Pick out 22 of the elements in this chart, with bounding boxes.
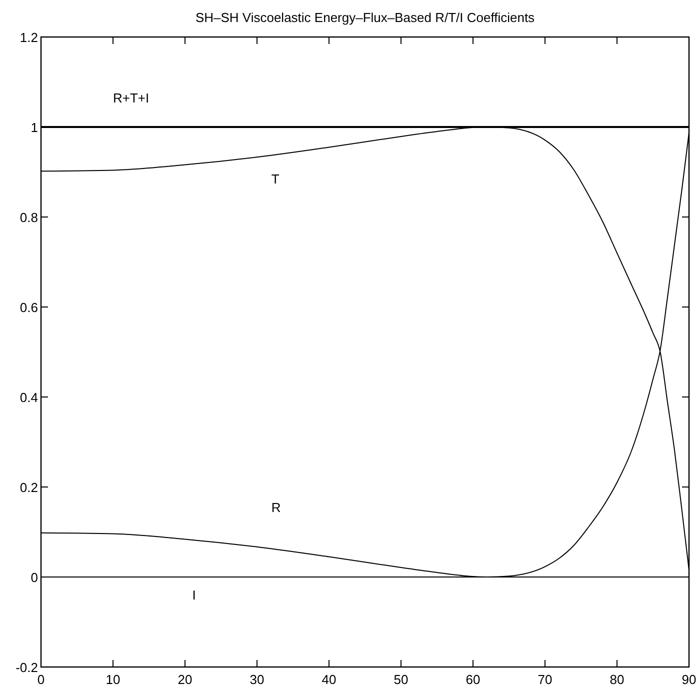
- x-tick-label: 60: [466, 672, 480, 687]
- y-tick-label: 0.2: [20, 480, 38, 495]
- x-tick-label: 90: [682, 672, 696, 687]
- x-tick-label: 70: [538, 672, 552, 687]
- text: R: [271, 500, 281, 515]
- y-tick-label: -0.2: [16, 660, 38, 675]
- x-tick-label: 80: [610, 672, 624, 687]
- x-tick-label: 10: [106, 672, 120, 687]
- y-tick-label: 1.2: [20, 30, 38, 45]
- y-tick-label: 0.4: [20, 390, 38, 405]
- x-tick-label: 20: [178, 672, 192, 687]
- y-tick-label: 0.6: [20, 300, 38, 315]
- y-tick-label: 0.8: [20, 210, 38, 225]
- x-tick-label: 40: [322, 672, 336, 687]
- y-tick-label: 1: [30, 120, 38, 135]
- chart-title: SH–SH Viscoelastic Energy–Flux–Based R/T/I Coefficients: [195, 10, 536, 25]
- series-label: I: [192, 588, 196, 602]
- series-label: T: [271, 171, 280, 186]
- x-tick-label: 30: [250, 672, 264, 687]
- x-tick-label: 50: [394, 672, 408, 687]
- y-tick-label: 0: [30, 570, 38, 585]
- series-label: R+T+I: [113, 90, 150, 106]
